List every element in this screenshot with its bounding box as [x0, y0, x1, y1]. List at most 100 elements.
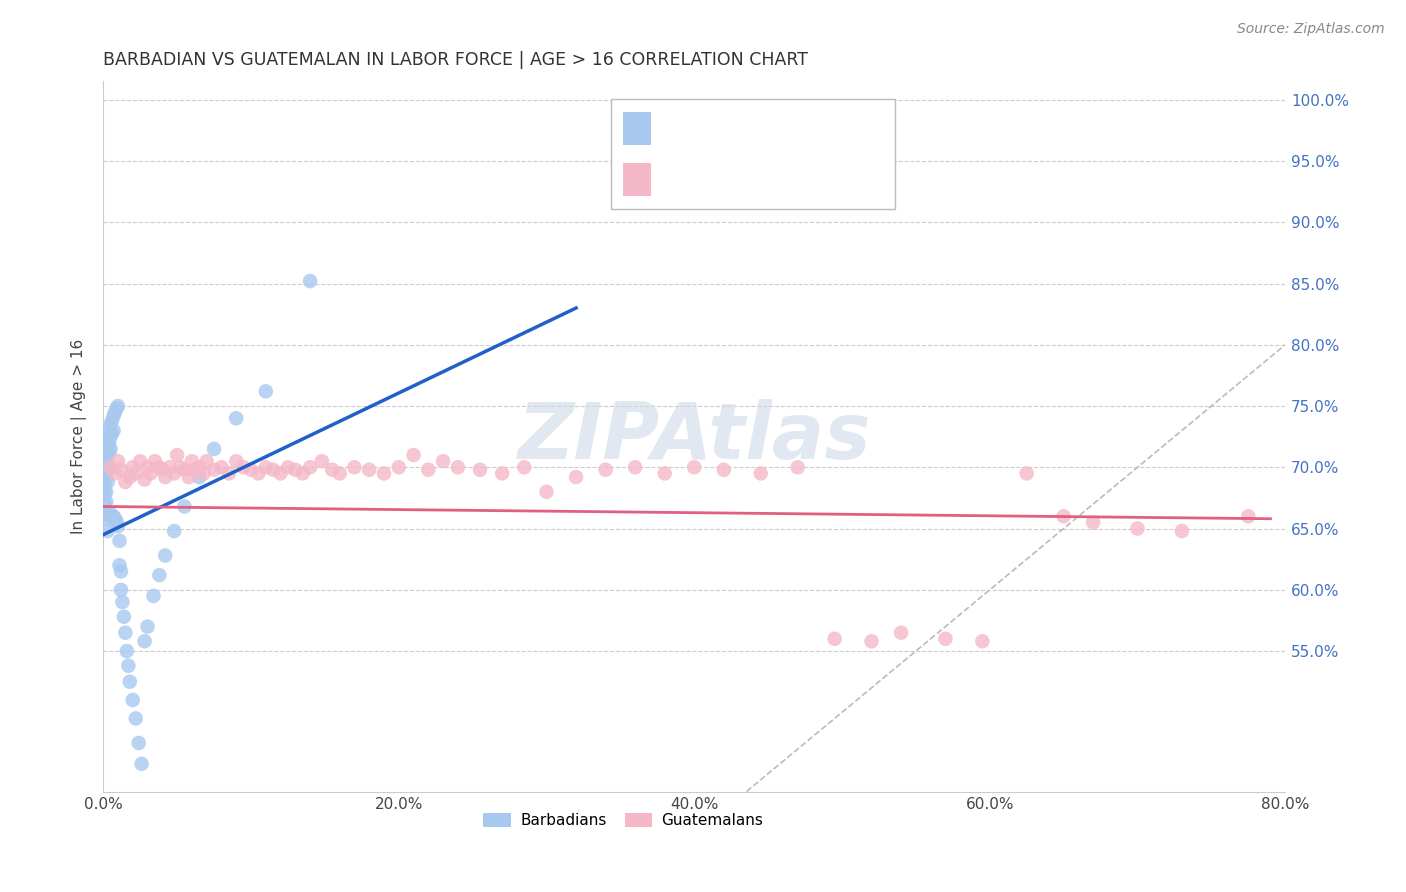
Point	[565, 470, 588, 484]
Point	[270, 467, 292, 481]
Point	[513, 460, 536, 475]
Point	[110, 463, 132, 477]
Point	[388, 460, 411, 475]
Point	[143, 454, 166, 468]
Point	[218, 467, 240, 481]
Point	[108, 533, 131, 548]
Point	[184, 463, 207, 477]
Point	[177, 470, 200, 484]
Point	[159, 460, 181, 475]
Point	[209, 460, 232, 475]
Point	[100, 430, 122, 444]
Point	[121, 693, 143, 707]
Point	[291, 467, 314, 481]
Point	[115, 644, 138, 658]
Point	[107, 399, 129, 413]
Text: Source: ZipAtlas.com: Source: ZipAtlas.com	[1237, 22, 1385, 37]
Point	[202, 442, 225, 456]
Point	[100, 442, 122, 456]
Point	[100, 507, 122, 521]
Point	[118, 470, 141, 484]
Point	[114, 625, 136, 640]
Point	[163, 524, 186, 538]
Point	[117, 658, 139, 673]
Point	[125, 711, 148, 725]
Point	[110, 582, 132, 597]
Point	[225, 411, 247, 425]
Point	[321, 463, 343, 477]
Point	[166, 448, 188, 462]
Point	[93, 497, 115, 511]
Point	[96, 470, 118, 484]
Point	[96, 494, 118, 508]
Point	[173, 463, 195, 477]
Point	[418, 463, 440, 477]
Point	[786, 460, 808, 475]
Point	[934, 632, 956, 646]
Point	[125, 467, 148, 481]
Point	[97, 448, 120, 462]
Point	[142, 589, 165, 603]
Point	[93, 467, 115, 481]
Point	[97, 524, 120, 538]
Point	[111, 595, 134, 609]
Point	[155, 549, 177, 563]
Point	[139, 467, 162, 481]
Point	[193, 467, 215, 481]
Point	[112, 609, 135, 624]
Point	[128, 736, 150, 750]
Point	[232, 460, 254, 475]
Point	[624, 460, 647, 475]
Point	[491, 467, 513, 481]
Point	[359, 463, 381, 477]
Point	[239, 463, 262, 477]
Point	[1052, 509, 1074, 524]
Legend: Barbadians, Guatemalans: Barbadians, Guatemalans	[477, 806, 769, 834]
Point	[713, 463, 735, 477]
Point	[100, 460, 122, 475]
Point	[860, 634, 883, 648]
Point	[93, 460, 115, 475]
Point	[173, 500, 195, 514]
Point	[148, 568, 170, 582]
Point	[148, 460, 170, 475]
Point	[254, 384, 277, 399]
Point	[749, 467, 772, 481]
Point	[101, 509, 124, 524]
Point	[136, 460, 159, 475]
Point	[402, 448, 425, 462]
Point	[277, 460, 299, 475]
Point	[468, 463, 491, 477]
Point	[107, 454, 129, 468]
Point	[98, 424, 121, 438]
Text: BARBADIAN VS GUATEMALAN IN LABOR FORCE | AGE > 16 CORRELATION CHART: BARBADIAN VS GUATEMALAN IN LABOR FORCE |…	[103, 51, 808, 69]
Point	[284, 463, 307, 477]
Point	[96, 438, 118, 452]
Point	[97, 438, 120, 452]
Point	[97, 460, 120, 475]
Point	[98, 445, 121, 459]
Point	[101, 425, 124, 440]
Point	[654, 467, 676, 481]
Point	[247, 467, 270, 481]
Point	[155, 470, 177, 484]
Point	[373, 467, 395, 481]
Point	[100, 417, 122, 432]
Point	[1237, 509, 1260, 524]
Point	[98, 460, 121, 475]
Point	[93, 478, 115, 492]
Point	[103, 424, 125, 438]
Point	[169, 460, 191, 475]
Y-axis label: In Labor Force | Age > 16: In Labor Force | Age > 16	[72, 339, 87, 534]
Point	[101, 414, 124, 428]
Point	[536, 484, 558, 499]
Point	[97, 475, 120, 489]
Point	[188, 470, 211, 484]
Point	[447, 460, 470, 475]
Point	[104, 405, 127, 419]
Point	[114, 475, 136, 489]
Point	[595, 463, 617, 477]
Point	[1083, 516, 1105, 530]
Point	[93, 487, 115, 501]
Point	[202, 463, 225, 477]
